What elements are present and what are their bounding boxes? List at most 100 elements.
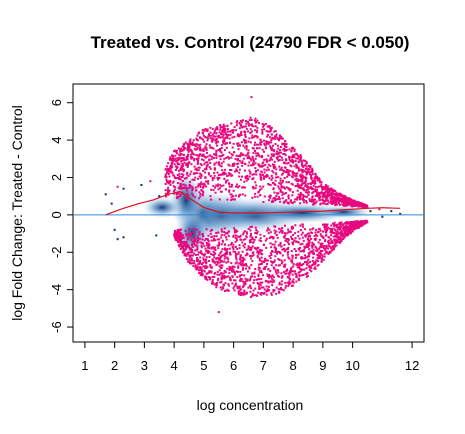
significant-point: [323, 225, 326, 228]
significant-point: [249, 232, 252, 235]
significant-point: [192, 139, 195, 142]
significant-point: [294, 160, 297, 163]
significant-point: [211, 280, 214, 283]
significant-point: [218, 238, 221, 241]
significant-point: [310, 270, 313, 273]
significant-point: [220, 280, 223, 283]
significant-point: [304, 235, 307, 238]
significant-point: [240, 259, 243, 262]
significant-point: [221, 154, 224, 157]
significant-point: [269, 147, 272, 150]
significant-point: [228, 230, 231, 233]
significant-point: [291, 255, 294, 258]
significant-point: [292, 265, 295, 268]
significant-point: [221, 274, 224, 277]
significant-point: [241, 186, 244, 189]
significant-point: [271, 199, 274, 202]
significant-point: [175, 234, 178, 237]
significant-point: [298, 179, 301, 182]
significant-point: [235, 258, 238, 261]
significant-point: [284, 149, 287, 152]
significant-point: [196, 148, 199, 151]
nonsignificant-point: [116, 238, 119, 241]
significant-point: [277, 258, 280, 261]
significant-point: [272, 289, 275, 292]
significant-point: [224, 129, 227, 132]
significant-point: [254, 167, 257, 170]
significant-point: [236, 186, 239, 189]
significant-point: [305, 261, 308, 264]
significant-point: [228, 247, 231, 250]
significant-point: [174, 238, 177, 241]
significant-point: [220, 230, 223, 233]
significant-point: [327, 200, 330, 203]
significant-point: [273, 191, 276, 194]
significant-point: [263, 158, 266, 161]
significant-point: [220, 151, 223, 154]
significant-point: [268, 289, 271, 292]
significant-point: [307, 188, 310, 191]
significant-point: [269, 158, 272, 161]
significant-point: [266, 166, 269, 169]
significant-point: [203, 168, 206, 171]
significant-point: [186, 238, 189, 241]
significant-point: [338, 203, 341, 206]
nonsignificant-point: [104, 193, 107, 196]
significant-point: [321, 188, 324, 191]
significant-point: [190, 170, 193, 173]
significant-point: [341, 199, 344, 202]
significant-point: [233, 162, 236, 165]
significant-point: [281, 186, 284, 189]
significant-point: [302, 197, 305, 200]
significant-point: [275, 272, 278, 275]
significant-point: [261, 130, 264, 133]
significant-point: [235, 168, 238, 171]
significant-point: [276, 150, 279, 153]
significant-point: [249, 257, 252, 260]
significant-point: [280, 136, 283, 139]
significant-point: [320, 260, 323, 263]
significant-point: [214, 248, 217, 251]
significant-point: [353, 228, 356, 231]
significant-point: [238, 275, 241, 278]
significant-point: [217, 149, 220, 152]
significant-point: [279, 252, 282, 255]
significant-point: [323, 188, 326, 191]
significant-point: [255, 131, 258, 134]
significant-point: [205, 262, 208, 265]
significant-point: [249, 235, 252, 238]
significant-point: [223, 149, 226, 152]
significant-point: [361, 220, 364, 223]
significant-point: [296, 184, 299, 187]
significant-point: [266, 133, 269, 136]
significant-point: [179, 182, 182, 185]
significant-point: [344, 199, 347, 202]
significant-point: [285, 272, 288, 275]
significant-point: [232, 268, 235, 271]
significant-point: [223, 255, 226, 258]
significant-point: [244, 254, 247, 257]
significant-point: [222, 142, 225, 145]
significant-point: [177, 192, 180, 195]
significant-point: [259, 185, 262, 188]
significant-point: [226, 124, 229, 127]
significant-point: [193, 165, 196, 168]
significant-point: [224, 168, 227, 171]
significant-point: [295, 163, 298, 166]
significant-point: [188, 144, 191, 147]
significant-point: [243, 186, 246, 189]
x-tick-label: 10: [345, 358, 359, 373]
significant-point: [171, 157, 174, 160]
significant-point: [194, 172, 197, 175]
significant-point: [309, 235, 312, 238]
significant-point: [316, 264, 319, 267]
significant-point: [233, 135, 236, 138]
significant-point: [213, 275, 216, 278]
significant-point: [351, 220, 354, 223]
significant-point: [313, 267, 316, 270]
significant-point: [215, 132, 218, 135]
significant-point: [316, 249, 319, 252]
significant-point: [202, 261, 205, 264]
significant-point: [218, 265, 221, 268]
significant-point: [272, 200, 275, 203]
